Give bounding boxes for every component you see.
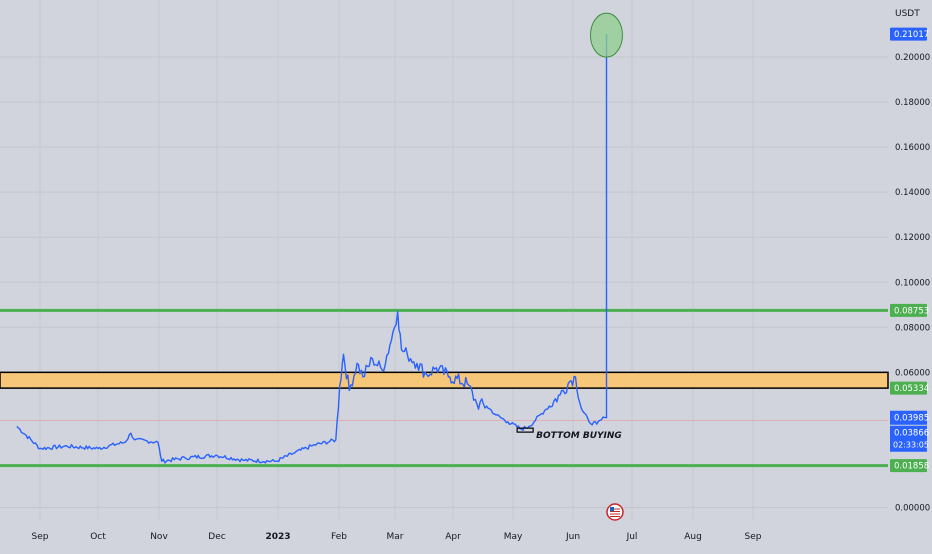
price-tag-level-bottom-text: 0.01858 [894,462,929,472]
price-tag-high[interactable] [890,27,927,41]
x-tick-label: Aug [684,532,702,542]
highlight-ellipse[interactable] [589,12,623,58]
x-tick-label: Sep [32,532,49,542]
y-tick-label: 0.08000 [895,323,930,333]
price-tag-zone-text: 0.05334 [894,384,929,394]
price-tag-current-text: 0.03866 [894,429,929,439]
y-tick-label: 0.06000 [895,368,930,378]
price-line[interactable] [16,34,608,464]
x-tick-label: Mar [387,532,404,542]
y-tick-label: 0.18000 [895,98,930,108]
x-tick-label: Jun [565,532,580,542]
x-tick-label: Nov [150,532,168,542]
bottom-buying-label: BOTTOM BUYING [536,431,622,441]
x-tick-label: Feb [331,532,347,542]
event-flag-canton [610,507,614,511]
price-tag-level-bottom[interactable] [890,459,927,473]
x-tick-label: Jul [626,532,638,542]
x-tick-label: Oct [90,532,106,542]
price-tag-level-top-text: 0.08753 [894,306,929,316]
x-tick-label: Sep [745,532,762,542]
price-tag-prev[interactable] [890,410,927,425]
x-tick-label: 2023 [265,532,290,542]
y-tick-label: 0.10000 [895,278,930,288]
bottom-buying-marker[interactable] [516,427,534,433]
currency-label: USDT [895,9,920,19]
price-tag-level-top[interactable] [890,303,927,317]
countdown-text: 02:33:05 [893,441,929,450]
price-tag-current[interactable] [890,425,927,452]
y-tick-label: 0.12000 [895,233,930,243]
price-tag-prev-text: 0.03985 [894,414,929,424]
y-tick-label: 0.14000 [895,188,930,198]
x-tick-label: May [504,532,523,542]
x-tick-label: Dec [208,532,225,542]
price-tag-high-text: 0.21017 [894,30,929,40]
y-tick-label: 0.16000 [895,143,930,153]
y-tick-label: 0.20000 [895,53,930,63]
x-tick-label: Apr [445,532,461,542]
price-tag-zone[interactable] [890,381,927,395]
y-tick-label: 0.00000 [895,504,930,514]
